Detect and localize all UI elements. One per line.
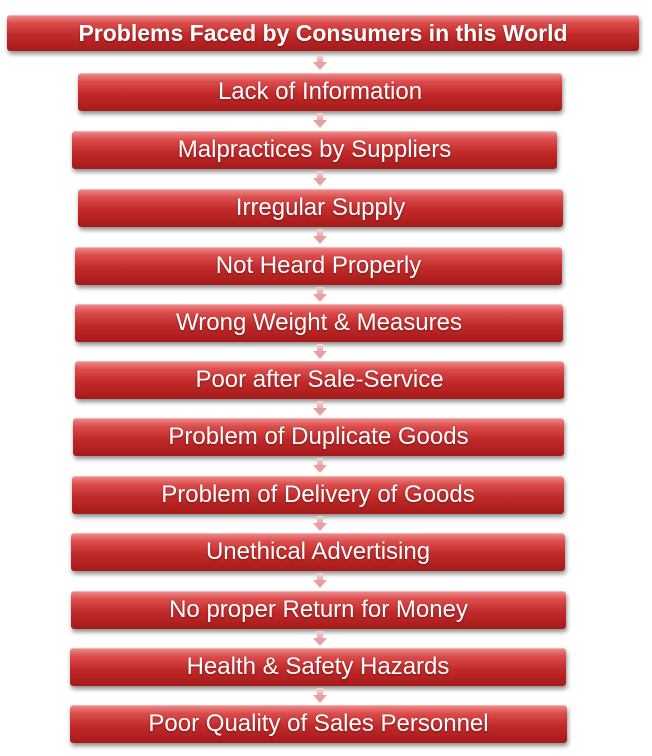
flow-item-irregular-supply: Irregular Supply [78,189,563,227]
flow-item-health-safety-hazards: Health & Safety Hazards [70,648,566,686]
diagram-title: Problems Faced by Consumers in this Worl… [7,15,639,51]
down-arrow-icon [313,516,327,532]
down-arrow-icon [313,229,327,245]
flow-item-wrong-weight-measures: Wrong Weight & Measures [75,304,563,342]
down-arrow-icon [313,631,327,647]
flow-item-poor-quality-of-sales-personnel: Poor Quality of Sales Personnel [70,705,567,743]
flow-item-unethical-advertising: Unethical Advertising [71,533,565,571]
down-arrow-icon [313,573,327,589]
flow-item-poor-after-sale-service: Poor after Sale-Service [75,361,564,399]
flow-item-not-heard-properly: Not Heard Properly [75,247,562,285]
flow-item-problem-of-duplicate-goods: Problem of Duplicate Goods [73,418,564,456]
down-arrow-icon [313,458,327,474]
flow-item-problem-of-delivery-of-goods: Problem of Delivery of Goods [72,476,564,514]
down-arrow-icon [313,113,327,129]
down-arrow-icon [313,401,327,417]
down-arrow-icon [313,55,327,71]
flow-item-lack-of-information: Lack of Information [78,73,562,111]
down-arrow-icon [313,287,327,303]
flow-item-no-proper-return-for-money: No proper Return for Money [71,591,566,629]
down-arrow-icon [313,344,327,360]
flow-item-malpractices-by-suppliers: Malpractices by Suppliers [72,131,557,169]
down-arrow-icon [313,688,327,704]
down-arrow-icon [313,171,327,187]
